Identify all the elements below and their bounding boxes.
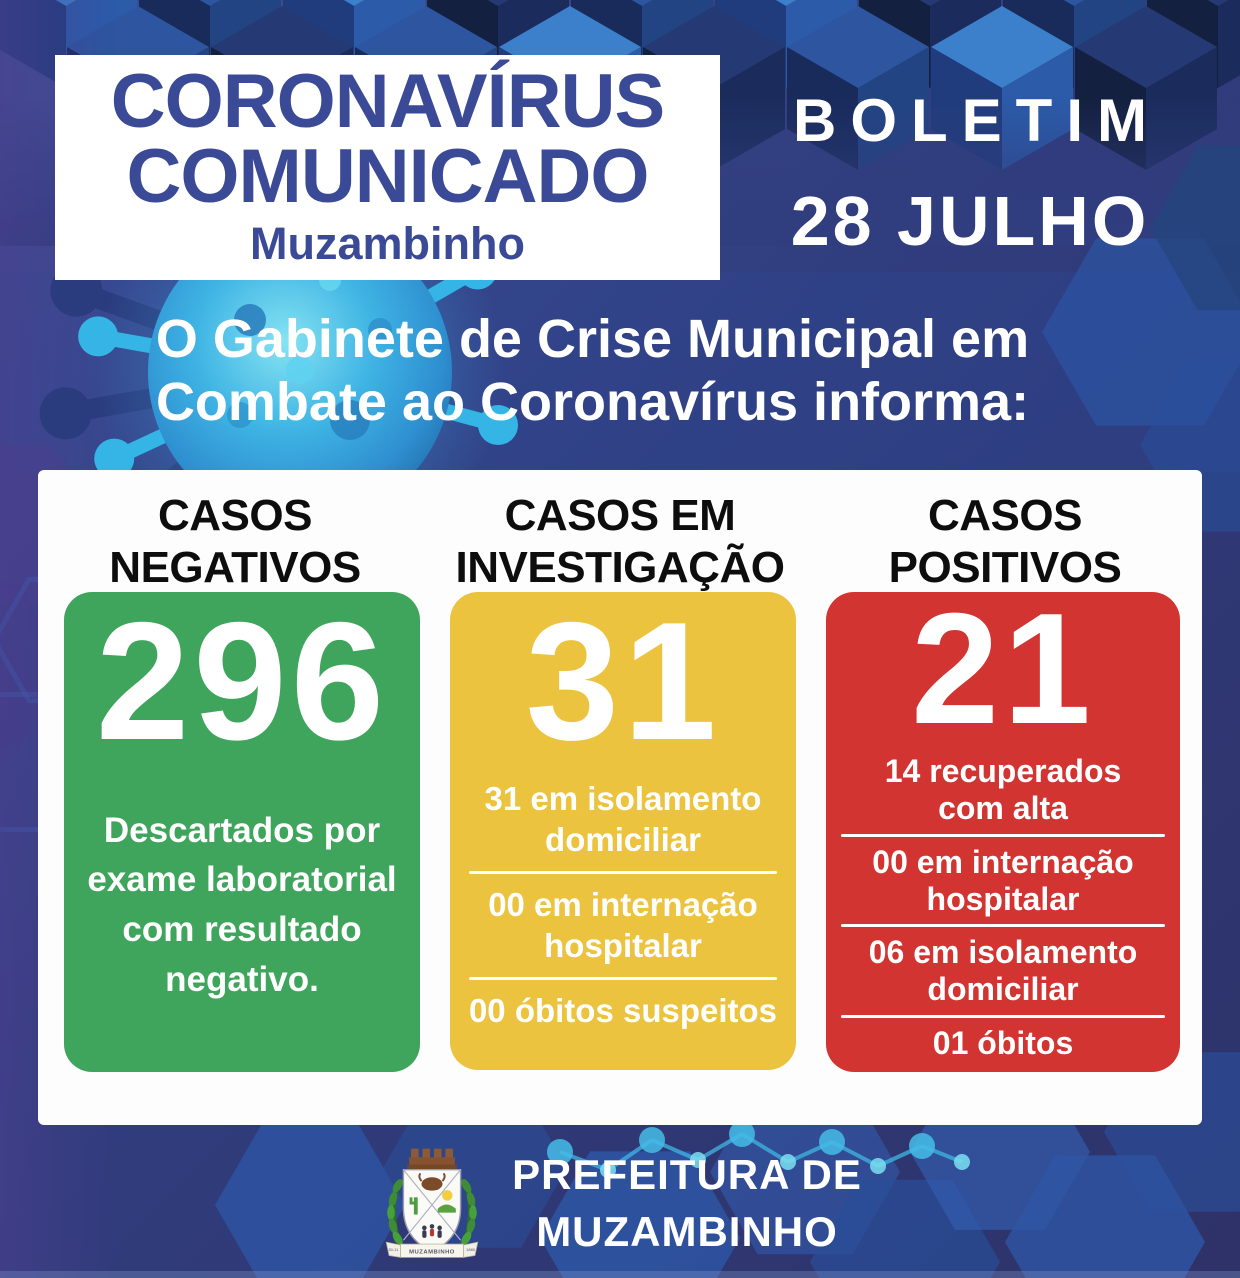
- crest-banner-left-text: 30-11: [388, 1247, 399, 1252]
- poster-title-line1: CORONAVÍRUS: [110, 59, 665, 145]
- molecule-chain: [547, 1121, 970, 1178]
- crest-crown-icon: [407, 1148, 457, 1170]
- positives-item-recovered: 14 recuperados com alta: [884, 753, 1122, 826]
- org-name-line2: MUZAMBINHO: [536, 1208, 838, 1255]
- bulletin-info: BOLETIM 28 JULHO: [745, 86, 1195, 261]
- investigation-card: 31 31 em isolamento domiciliar 00 em int…: [450, 592, 796, 1070]
- investigation-item-hospital: 00 em internação hospitalar: [488, 885, 758, 965]
- negatives-description: Descartados por exame laboratorial com r…: [87, 810, 397, 999]
- intro-line2: Combate ao Coronavírus informa:: [155, 372, 1030, 433]
- crest-laurel-left: [387, 1178, 403, 1246]
- stats-panel: CASOS NEGATIVOS CASOS EM INVESTIGAÇÃO CA…: [38, 470, 1202, 1125]
- crest-figures-icon: [422, 1224, 443, 1238]
- poster-title-line2: COMUNICADO: [126, 133, 650, 219]
- coat-of-arms: 30-11 MUZAMBINHO 1880: [385, 1148, 479, 1258]
- bottom-strip: [0, 1271, 1240, 1278]
- bulletin-label: BOLETIM: [793, 87, 1161, 154]
- crest-banner-center-text: MUZAMBINHO: [409, 1250, 455, 1256]
- crest-banner: 30-11 MUZAMBINHO 1880: [385, 1241, 479, 1258]
- org-name-line1: PREFEITURA DE: [512, 1151, 862, 1199]
- divider: [840, 924, 1166, 928]
- intro-text: O Gabinete de Crise Municipal em Combate…: [0, 308, 1185, 434]
- crest-cactus-icon: [409, 1197, 418, 1215]
- positives-item-hospital: 00 em internação hospitalar: [872, 843, 1134, 917]
- positives-items: 14 recuperados com alta 00 em internação…: [826, 748, 1180, 1067]
- positives-card: 21 14 recuperados com alta 00 em interna…: [826, 592, 1180, 1072]
- divider: [469, 976, 777, 980]
- investigation-item-isolation: 31 em isolamento domiciliar: [484, 779, 762, 859]
- poster-city: Muzambinho: [250, 217, 525, 269]
- positives-header: CASOS POSITIVOS: [888, 491, 1122, 592]
- negatives-count: 296: [95, 592, 389, 775]
- positives-item-isolation: 06 em isolamento domiciliar: [868, 934, 1138, 1008]
- crest-laurel-right: [461, 1178, 477, 1246]
- crest-shield: [402, 1168, 462, 1253]
- divider: [840, 833, 1166, 837]
- positives-count: 21: [911, 592, 1095, 757]
- investigation-items: 31 em isolamento domiciliar 00 em intern…: [450, 770, 796, 1040]
- crest-sun-hill-icon: [437, 1190, 456, 1213]
- bulletin-date: 28 JULHO: [790, 182, 1150, 260]
- intro-line1: O Gabinete de Crise Municipal em: [155, 309, 1030, 369]
- divider: [469, 870, 777, 874]
- org-name: PREFEITURA DE MUZAMBINHO: [512, 1147, 862, 1260]
- negatives-card: 296 Descartados por exame laboratorial c…: [64, 592, 420, 1072]
- positives-item-deaths: 01 óbitos: [932, 1024, 1074, 1061]
- investigation-header: CASOS EM INVESTIGAÇÃO: [455, 491, 785, 592]
- crest-banner-right-text: 1880: [466, 1247, 476, 1252]
- investigation-count: 31: [525, 592, 721, 775]
- footer: 30-11 MUZAMBINHO 1880 PREFEITURA DE MUZA…: [0, 1142, 1240, 1266]
- negatives-header: CASOS NEGATIVOS: [109, 491, 361, 592]
- divider: [840, 1014, 1166, 1018]
- crest-bull-icon: [418, 1172, 446, 1191]
- investigation-item-deaths: 00 óbitos suspeitos: [468, 991, 778, 1029]
- header-box: CORONAVÍRUS COMUNICADO Muzambinho: [55, 55, 720, 280]
